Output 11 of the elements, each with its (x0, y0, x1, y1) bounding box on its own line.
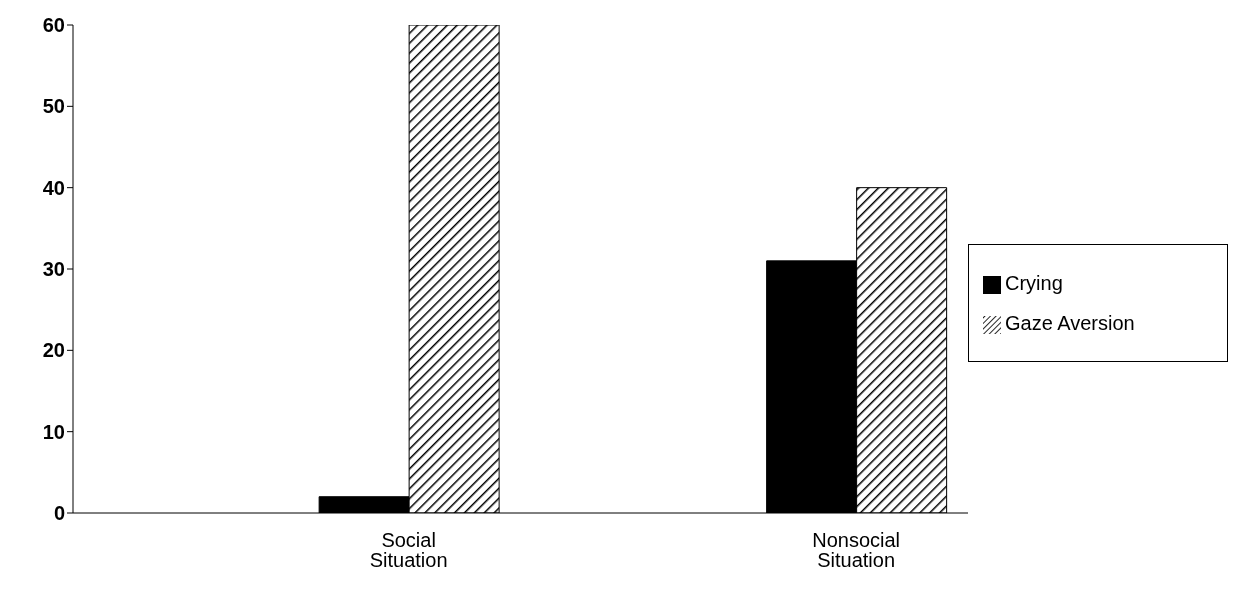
y-tick-label: 40 (42, 176, 65, 199)
y-tick-label: 60 (42, 14, 65, 37)
legend-label: Gaze Aversion (1005, 312, 1135, 334)
x-tick-label: Social Situation (369, 529, 448, 572)
x-tick-label: Nonsocial Situation (812, 529, 901, 572)
y-tick-label: 50 (42, 95, 65, 118)
y-tick-label: 30 (42, 258, 65, 281)
y-tick-label: 10 (42, 420, 65, 443)
y-tick-label: 20 (42, 339, 65, 362)
legend-label: Crying (1005, 272, 1063, 294)
y-tick-label: 0 (53, 502, 65, 525)
